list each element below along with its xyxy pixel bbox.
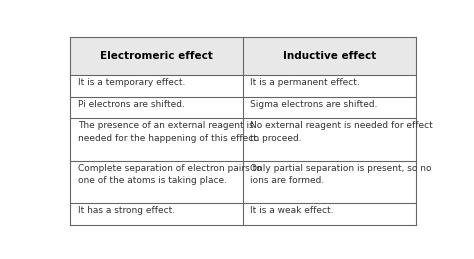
Text: Only partial separation is present, so no
ions are formed.: Only partial separation is present, so n… [250,164,432,185]
Text: Pi electrons are shifted.: Pi electrons are shifted. [78,100,184,109]
Bar [70,37,416,75]
Text: No external reagent is needed for effect
to proceed.: No external reagent is needed for effect… [250,121,433,143]
Text: The presence of an external reagent is
needed for the happening of this effect.: The presence of an external reagent is n… [78,121,259,143]
Text: Electromeric effect: Electromeric effect [100,51,213,61]
Text: Complete separation of electron pairs to
one of the atoms is taking place.: Complete separation of electron pairs to… [78,164,261,185]
Text: It is a weak effect.: It is a weak effect. [250,206,334,215]
Text: It has a strong effect.: It has a strong effect. [78,206,175,215]
Text: It is a temporary effect.: It is a temporary effect. [78,78,185,87]
Text: Sigma electrons are shifted.: Sigma electrons are shifted. [250,100,378,109]
Text: It is a permanent effect.: It is a permanent effect. [250,78,360,87]
Text: Inductive effect: Inductive effect [283,51,376,61]
